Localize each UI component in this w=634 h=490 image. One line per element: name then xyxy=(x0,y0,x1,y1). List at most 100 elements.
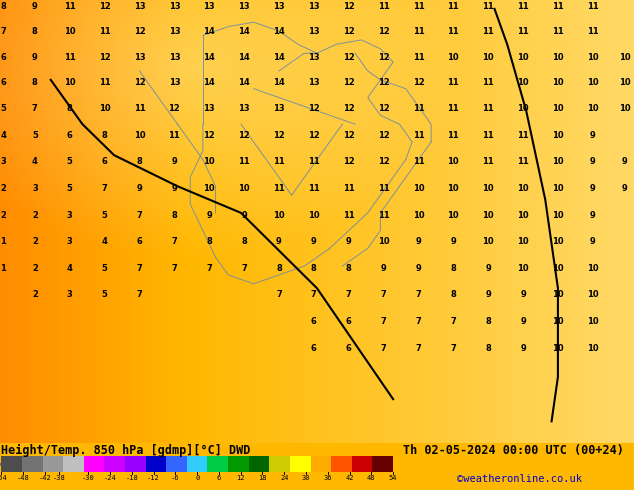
Text: 13: 13 xyxy=(169,53,180,62)
Text: 12: 12 xyxy=(99,2,110,11)
Text: 10: 10 xyxy=(619,77,630,87)
Text: -6: -6 xyxy=(171,475,179,481)
Text: 13: 13 xyxy=(134,2,145,11)
Text: 14: 14 xyxy=(238,53,250,62)
Text: 12: 12 xyxy=(343,157,354,167)
Text: 10: 10 xyxy=(552,343,564,353)
Text: 6: 6 xyxy=(0,77,6,87)
Text: 8: 8 xyxy=(32,77,38,87)
Text: 18: 18 xyxy=(258,475,267,481)
Text: -30: -30 xyxy=(82,475,94,481)
Text: 4: 4 xyxy=(101,237,108,246)
Text: 11: 11 xyxy=(413,157,424,167)
Bar xyxy=(352,457,372,472)
Text: 10: 10 xyxy=(134,131,145,140)
Text: -12: -12 xyxy=(147,475,160,481)
Text: 13: 13 xyxy=(204,2,215,11)
Text: 10: 10 xyxy=(552,184,564,193)
Text: 10: 10 xyxy=(619,104,630,113)
Text: 11: 11 xyxy=(64,2,75,11)
Text: 7: 7 xyxy=(101,184,108,193)
Text: 7: 7 xyxy=(415,291,422,299)
Text: 2: 2 xyxy=(32,264,38,273)
Text: 9: 9 xyxy=(415,237,422,246)
Text: 12: 12 xyxy=(378,157,389,167)
Text: 10: 10 xyxy=(482,211,494,220)
Text: 8: 8 xyxy=(311,264,317,273)
Bar xyxy=(228,457,249,472)
Text: 12: 12 xyxy=(238,131,250,140)
Text: 10: 10 xyxy=(517,237,529,246)
Text: 14: 14 xyxy=(238,26,250,36)
Text: 6: 6 xyxy=(346,343,352,353)
Text: 7: 7 xyxy=(32,104,38,113)
Text: 13: 13 xyxy=(204,104,215,113)
Text: 11: 11 xyxy=(482,2,494,11)
Text: 9: 9 xyxy=(590,237,596,246)
Text: 36: 36 xyxy=(323,475,332,481)
Text: 10: 10 xyxy=(517,104,529,113)
Text: 9: 9 xyxy=(590,184,596,193)
Text: Th 02-05-2024 00:00 UTC (00+24): Th 02-05-2024 00:00 UTC (00+24) xyxy=(403,444,623,457)
Text: 11: 11 xyxy=(413,2,424,11)
Text: 10: 10 xyxy=(552,104,564,113)
Text: 9: 9 xyxy=(450,237,456,246)
Text: 10: 10 xyxy=(587,317,598,326)
Text: 6: 6 xyxy=(311,343,317,353)
Text: 3: 3 xyxy=(67,237,73,246)
Text: 12: 12 xyxy=(169,104,180,113)
Text: 11: 11 xyxy=(378,211,389,220)
Text: 9: 9 xyxy=(520,343,526,353)
Text: 11: 11 xyxy=(308,157,320,167)
Text: 13: 13 xyxy=(308,2,320,11)
Text: Height/Temp. 850 hPa [gdmp][°C] DWD: Height/Temp. 850 hPa [gdmp][°C] DWD xyxy=(1,444,250,458)
Text: 9: 9 xyxy=(171,157,178,167)
Text: 3: 3 xyxy=(0,157,6,167)
Text: -38: -38 xyxy=(53,475,66,481)
Text: 8: 8 xyxy=(485,317,491,326)
Text: 10: 10 xyxy=(273,211,285,220)
Text: 10: 10 xyxy=(448,157,459,167)
Text: 5: 5 xyxy=(101,291,108,299)
Text: 12: 12 xyxy=(378,131,389,140)
Bar xyxy=(269,457,290,472)
Text: 11: 11 xyxy=(413,53,424,62)
Text: 10: 10 xyxy=(552,157,564,167)
Text: 9: 9 xyxy=(171,184,178,193)
Text: 1: 1 xyxy=(0,264,6,273)
Text: 7: 7 xyxy=(136,264,143,273)
Text: 11: 11 xyxy=(517,2,529,11)
Text: 7: 7 xyxy=(171,237,178,246)
Text: 14: 14 xyxy=(273,53,285,62)
Text: 6: 6 xyxy=(101,157,108,167)
Text: 9: 9 xyxy=(485,291,491,299)
Text: 12: 12 xyxy=(134,26,145,36)
Text: -48: -48 xyxy=(16,475,29,481)
Text: 12: 12 xyxy=(343,131,354,140)
Text: 11: 11 xyxy=(413,131,424,140)
Text: 8: 8 xyxy=(67,104,73,113)
Text: 8: 8 xyxy=(206,237,212,246)
Text: 8: 8 xyxy=(136,157,143,167)
Text: 14: 14 xyxy=(273,26,285,36)
Text: 6: 6 xyxy=(67,131,73,140)
Text: 10: 10 xyxy=(517,264,529,273)
Text: 11: 11 xyxy=(482,131,494,140)
Text: 12: 12 xyxy=(378,26,389,36)
Text: 12: 12 xyxy=(273,131,285,140)
Text: 9: 9 xyxy=(621,184,628,193)
Text: 10: 10 xyxy=(587,264,598,273)
Text: 9: 9 xyxy=(590,157,596,167)
Text: 14: 14 xyxy=(204,26,215,36)
Text: ©weatheronline.co.uk: ©weatheronline.co.uk xyxy=(457,474,583,484)
Text: 3: 3 xyxy=(32,184,38,193)
Text: 10: 10 xyxy=(517,184,529,193)
Text: 12: 12 xyxy=(99,53,110,62)
Text: 54: 54 xyxy=(389,475,398,481)
Text: 8: 8 xyxy=(241,237,247,246)
Text: 11: 11 xyxy=(308,184,320,193)
Text: 9: 9 xyxy=(485,264,491,273)
Text: 13: 13 xyxy=(238,2,250,11)
Text: -54: -54 xyxy=(0,475,8,481)
Text: 13: 13 xyxy=(273,104,285,113)
